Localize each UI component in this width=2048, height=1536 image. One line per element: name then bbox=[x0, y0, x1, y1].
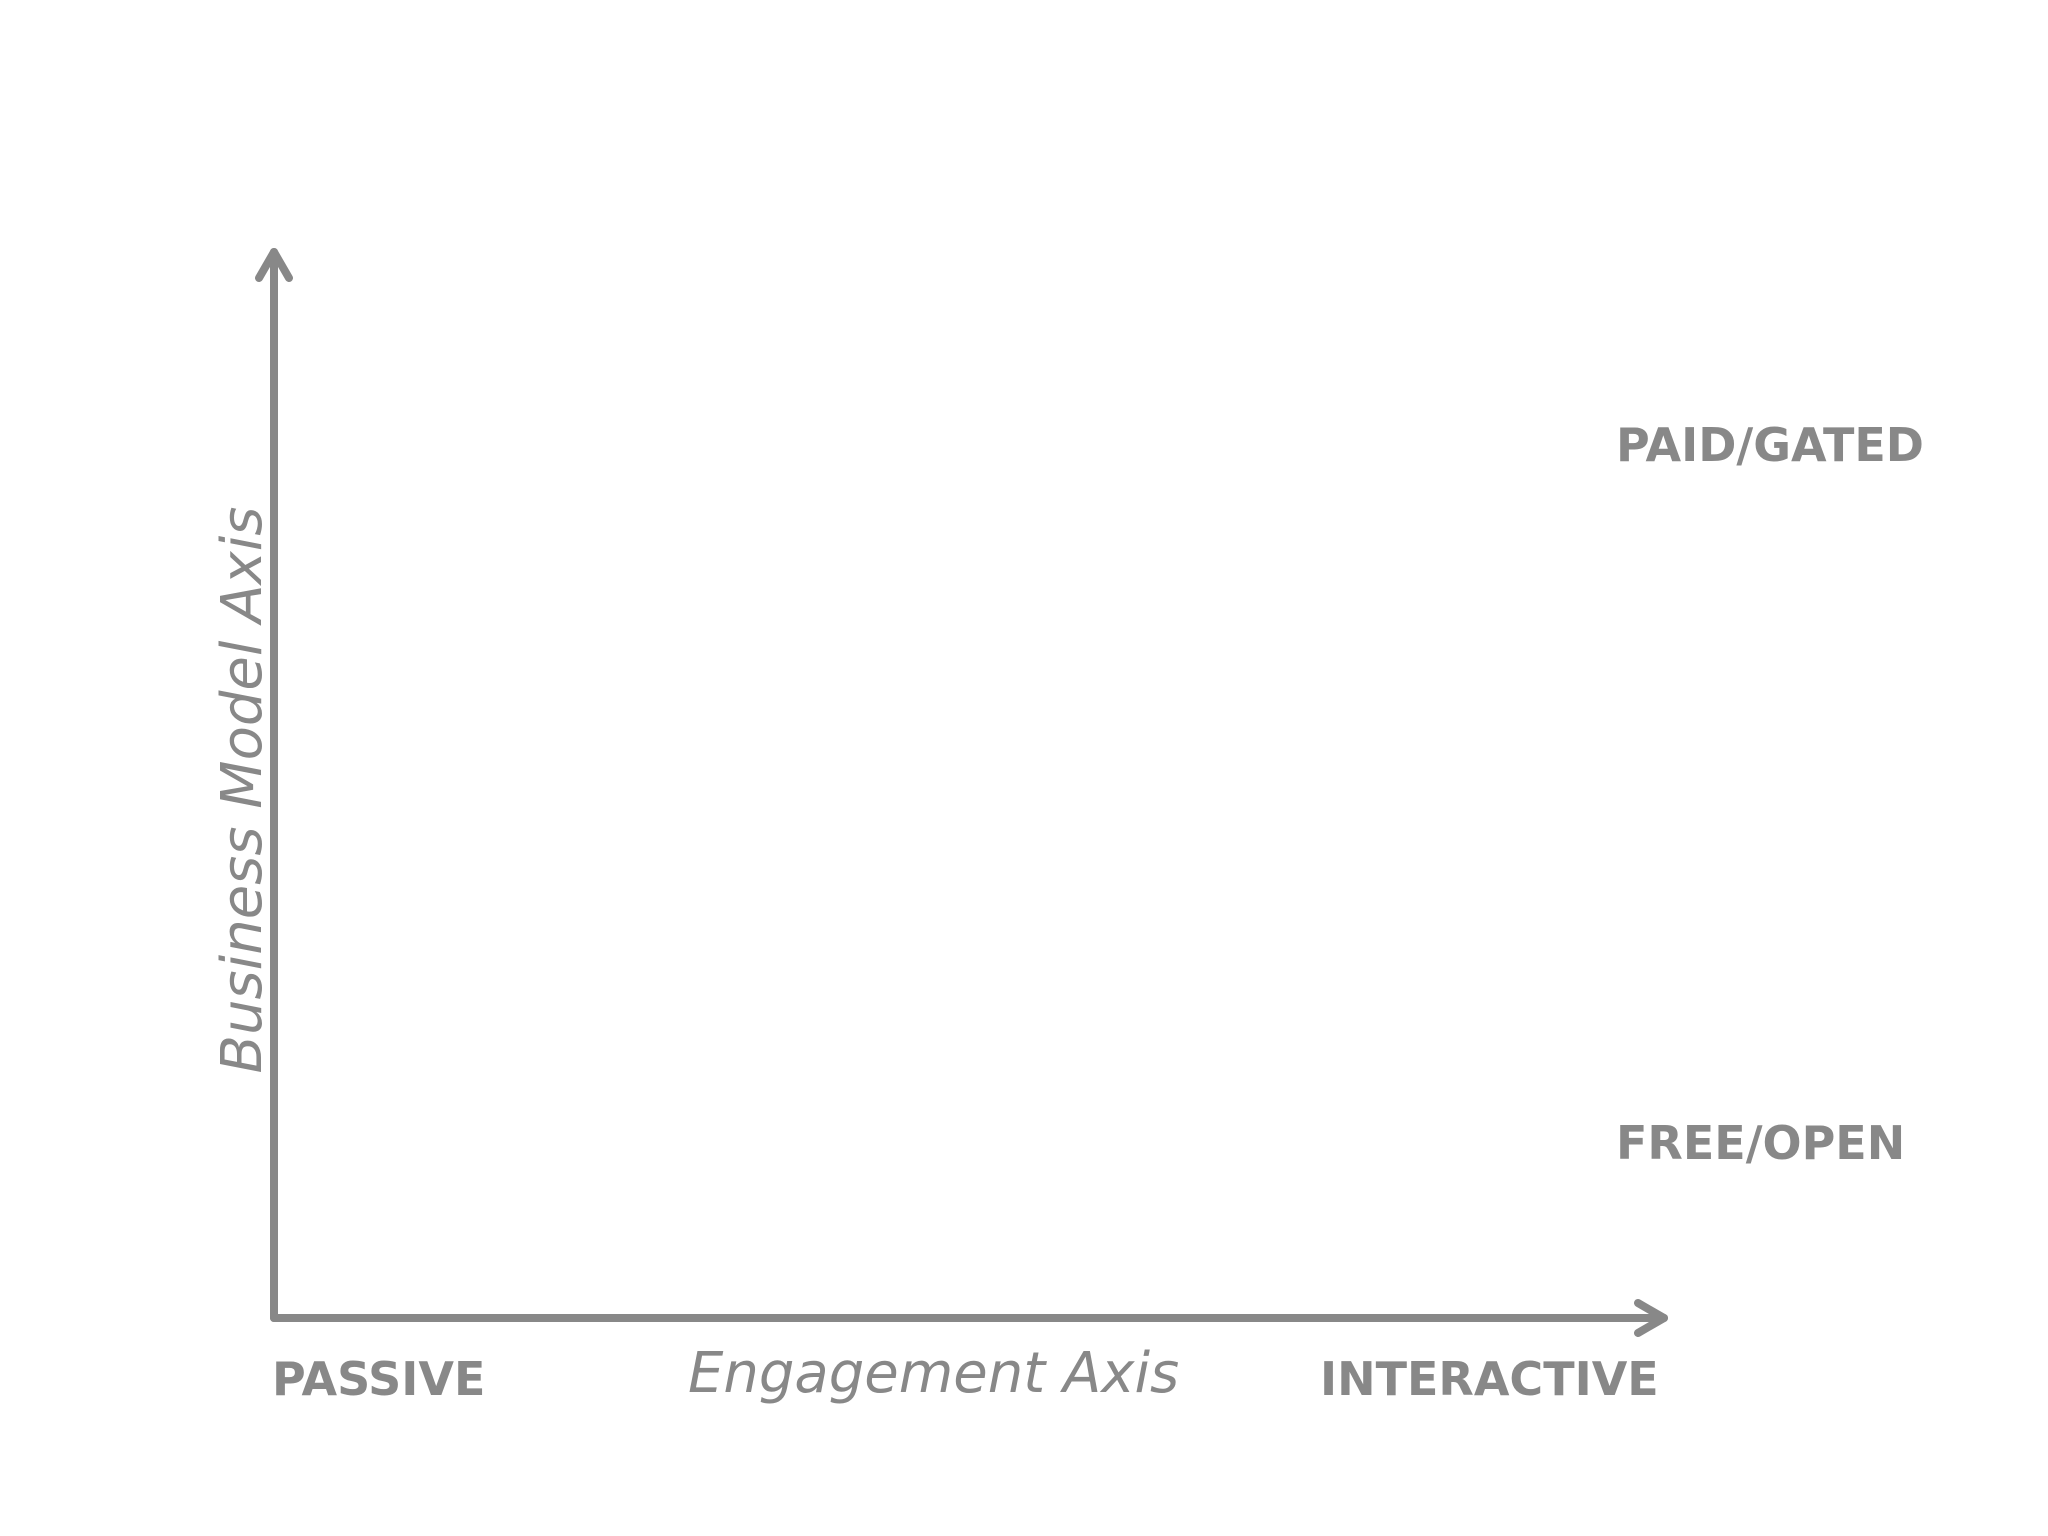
vertical-axis-arrowhead bbox=[255, 248, 293, 282]
y-axis-title: Business Model Axis bbox=[210, 506, 275, 1074]
y-axis-low-label: FREE/OPEN bbox=[1616, 1116, 1906, 1170]
x-axis-low-label: PASSIVE bbox=[272, 1352, 486, 1406]
x-axis-title: Engagement Axis bbox=[688, 1341, 1180, 1406]
y-axis-high-label: PAID/GATED bbox=[1616, 418, 1924, 472]
horizontal-axis-arrowhead bbox=[1634, 1299, 1668, 1337]
x-axis-high-label: INTERACTIVE bbox=[1320, 1352, 1659, 1406]
